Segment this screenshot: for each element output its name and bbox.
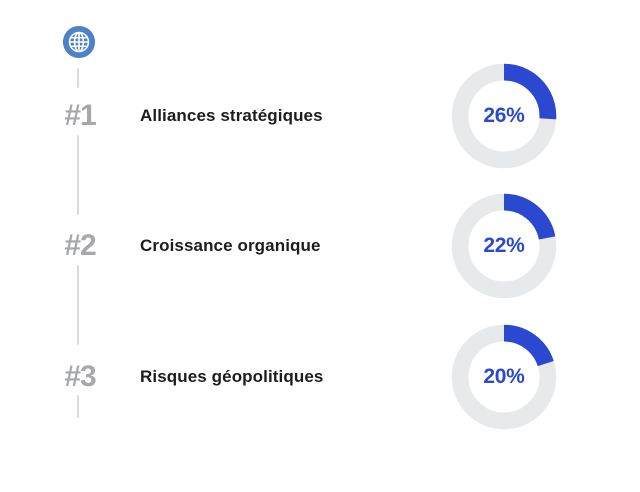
donut-arc — [451, 193, 557, 299]
row-label: Alliances stratégiques — [140, 106, 323, 125]
rank-badge: #2 — [64, 229, 96, 262]
donut-chart: 22% — [448, 190, 560, 302]
donut-percent-label: 20% — [483, 365, 525, 388]
ranked-item-row: #2 Croissance organique 22% — [0, 190, 640, 302]
row-label: Croissance organique — [140, 236, 321, 255]
donut-chart: 26% — [448, 60, 560, 172]
donut-arc — [451, 324, 557, 430]
ranked-item-row: #3 Risques géopolitiques 20% — [0, 321, 640, 433]
ranked-item-row: #1 Alliances stratégiques 26% — [0, 60, 640, 172]
timeline-connector — [77, 265, 79, 345]
donut-chart: 20% — [448, 321, 560, 433]
donut-arc — [451, 63, 557, 169]
donut-percent-label: 26% — [483, 104, 525, 127]
timeline-connector — [77, 135, 79, 215]
row-label: Risques géopolitiques — [140, 367, 324, 386]
rank-badge: #3 — [64, 360, 96, 393]
timeline-connector — [77, 68, 79, 88]
rank-badge: #1 — [64, 99, 96, 132]
timeline-connector — [77, 395, 79, 418]
globe-icon — [62, 25, 96, 59]
donut-percent-label: 22% — [483, 234, 525, 257]
